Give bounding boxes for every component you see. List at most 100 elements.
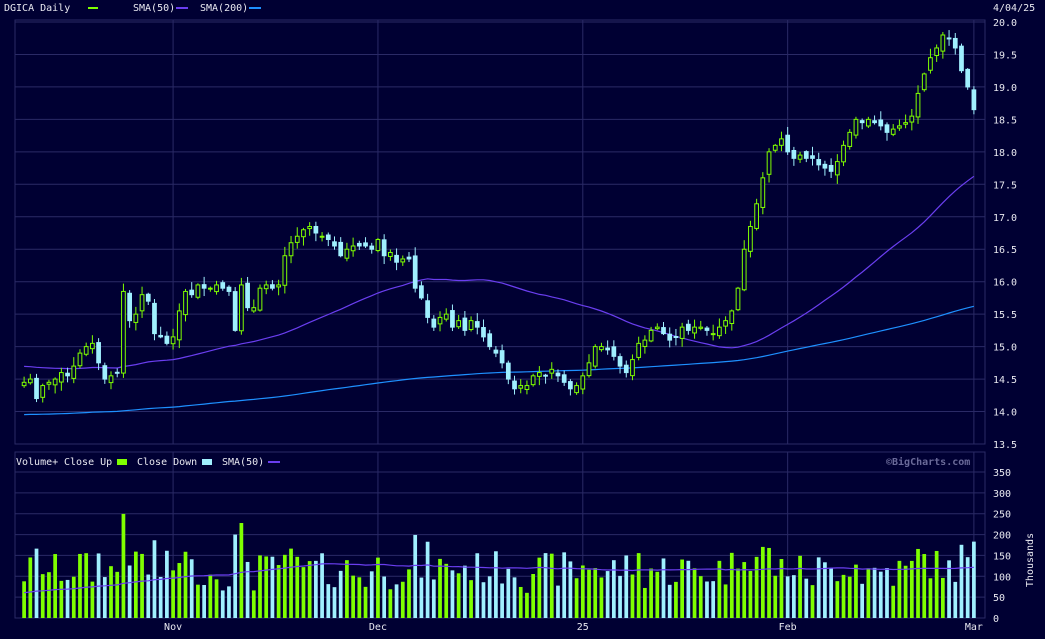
candle-body <box>630 359 635 377</box>
candle-body <box>921 73 927 91</box>
volume-bar <box>922 554 927 618</box>
price-tick-label: 14.5 <box>993 375 1017 386</box>
volume-bar <box>196 584 200 618</box>
candle-body <box>928 57 933 71</box>
candle-body <box>102 365 108 380</box>
volume-bar <box>773 575 778 618</box>
candle-body <box>797 154 803 160</box>
volume-bar <box>90 581 95 618</box>
volume-bar <box>171 570 175 618</box>
candle-body <box>145 293 151 302</box>
volume-bar <box>450 570 455 618</box>
sma50-path <box>24 175 975 370</box>
candle-body <box>294 235 300 243</box>
candle-body <box>214 284 219 293</box>
x-tick-label: 25 <box>577 622 589 633</box>
volume-bar <box>233 534 238 618</box>
volume-bar <box>270 556 275 618</box>
volume-bar <box>940 577 945 618</box>
candle-body <box>90 342 95 350</box>
candle-body <box>673 335 679 338</box>
candle-body <box>654 326 660 330</box>
volume-bar <box>643 587 647 618</box>
candle-body <box>58 372 64 383</box>
volume-sma-line <box>24 563 974 594</box>
volume-bar <box>661 558 666 618</box>
candle-body <box>748 226 753 252</box>
volume-bar <box>189 559 194 618</box>
volume-bar <box>109 566 113 618</box>
candle-body <box>543 374 548 377</box>
candle-body <box>201 284 207 289</box>
candle-body <box>412 255 418 289</box>
candle-body <box>766 151 772 175</box>
volume-bar <box>785 576 790 618</box>
candle-body <box>443 313 449 320</box>
candle-body <box>456 320 462 328</box>
candle-body <box>226 286 232 292</box>
date-label: 4/04/25 <box>993 3 1035 14</box>
volume-bar <box>475 553 480 618</box>
candle-body <box>524 385 530 390</box>
volume-unit-label: Thousands <box>1025 533 1036 587</box>
candle-body <box>946 37 952 40</box>
candle-body <box>611 346 617 357</box>
candle-body <box>971 89 977 111</box>
volume-bar <box>792 575 796 618</box>
volume-bar <box>649 568 653 618</box>
volume-bar <box>717 560 722 618</box>
volume-bar <box>636 553 641 618</box>
candle-body <box>270 284 275 289</box>
close-down-label: Close Down <box>137 457 197 468</box>
volume-bar <box>425 541 430 618</box>
volume-bar <box>779 559 784 618</box>
volume-bar <box>742 562 747 618</box>
volume-bar <box>655 571 660 618</box>
volume-bar <box>680 559 684 618</box>
volume-bar <box>872 567 877 618</box>
candle-body <box>239 284 244 332</box>
candle-body <box>810 155 815 159</box>
candle-body <box>419 285 424 299</box>
volume-bar <box>462 565 467 618</box>
volume-bar <box>202 585 206 618</box>
volume-tick-label: 0 <box>993 614 999 625</box>
volume-bar <box>736 568 740 618</box>
candle-body <box>40 385 46 398</box>
candle-body <box>636 342 642 358</box>
volume-bar <box>965 557 970 618</box>
candle-body <box>121 290 126 374</box>
price-tick-label: 17.5 <box>993 180 1017 191</box>
volume-bar <box>121 513 126 618</box>
candle-body <box>512 380 517 390</box>
x-tick-label: Mar <box>965 622 983 633</box>
candle-body <box>679 326 685 339</box>
candle-body <box>822 163 828 169</box>
price-panel <box>14 19 986 445</box>
candle-body <box>158 334 164 338</box>
volume-bar <box>363 586 368 618</box>
candle-body <box>207 287 213 290</box>
candle-body <box>195 284 201 298</box>
volume-bar <box>487 576 492 618</box>
volume-bar <box>767 547 771 618</box>
volume-bar <box>810 585 815 618</box>
volume-bar <box>251 590 256 618</box>
candle-body <box>561 374 567 383</box>
volume-bar <box>754 556 759 618</box>
candle-body <box>96 342 101 364</box>
volume-bar <box>28 557 33 618</box>
volume-bar <box>630 574 635 618</box>
volume-bar <box>928 578 933 618</box>
volume-bar <box>376 557 380 618</box>
candle-body <box>65 372 70 377</box>
candle-body <box>729 310 735 324</box>
candle-body <box>394 254 399 263</box>
volume-bar <box>556 585 560 618</box>
candle-body <box>505 362 511 380</box>
candle-body <box>307 226 313 230</box>
volume-bar <box>562 552 567 618</box>
sma50-label: SMA(50) <box>133 3 175 14</box>
candle-body <box>220 282 226 289</box>
sma50-swatch <box>176 7 188 9</box>
